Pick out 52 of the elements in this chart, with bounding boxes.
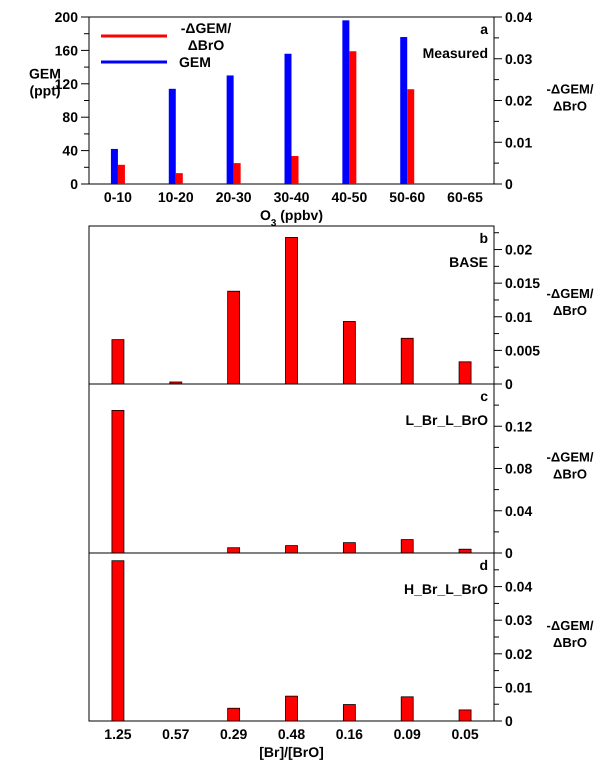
y-tick-label: 0.01	[505, 308, 532, 325]
bar	[284, 54, 292, 184]
y-tick-label: 40	[62, 142, 78, 159]
y2-axis-title: -ΔGEM/ΔBrO	[546, 82, 594, 114]
x-tick-label: 0.29	[220, 726, 248, 742]
y2-tick-label: 0.12	[505, 418, 532, 434]
y-tick-label: 0	[505, 376, 513, 392]
bar	[226, 75, 234, 184]
x-tick-label: 1.25	[104, 726, 132, 742]
y2-tick-label: 0.04	[505, 9, 532, 25]
annotation: d	[479, 557, 488, 573]
annotation: H_Br_L_BrO	[404, 581, 488, 597]
y-tick-label: 0.005	[505, 342, 540, 358]
annotation: BASE	[449, 254, 488, 270]
y-axis-title: -ΔGEM/ΔBrO	[546, 286, 594, 318]
annotation: b	[479, 230, 488, 246]
y-tick-label: 0.02	[505, 242, 532, 258]
y2-tick-label: 0.04	[505, 502, 532, 519]
x-tick-label: 0.09	[394, 726, 422, 742]
y-tick-label: 0	[70, 176, 78, 192]
x-tick-label: 50-60	[389, 189, 426, 205]
legend-label: GEM	[179, 54, 211, 70]
y-tick-label: 80	[62, 109, 78, 126]
x-tick-label: 0-10	[104, 189, 132, 205]
y2-tick-label: 0.03	[505, 612, 532, 628]
x-axis-title: [Br]/[BrO]	[259, 744, 324, 760]
x-tick-label: 30-40	[274, 189, 310, 205]
y2-tick-label: 0.03	[505, 50, 532, 67]
annotation: Measured	[422, 45, 488, 61]
legend-label: -ΔGEM/ΔBrO	[180, 20, 232, 53]
annotation: a	[480, 21, 488, 37]
y-tick-label: 160	[54, 42, 78, 58]
y-tick-label: 200	[54, 9, 78, 25]
bar	[176, 173, 183, 184]
y-tick-label: 0.015	[505, 275, 540, 292]
x-tick-label: 10-20	[158, 189, 194, 205]
y2-axis-title: -ΔGEM/ΔBrO	[546, 618, 594, 650]
annotation: L_Br_L_BrO	[406, 412, 488, 428]
x-tick-label: 20-30	[216, 189, 252, 205]
x-tick-label: 0.57	[162, 726, 190, 742]
x-tick-label: 0.48	[278, 726, 306, 742]
y2-tick-label: 0.04	[505, 578, 532, 595]
bar	[168, 88, 176, 184]
x-tick-label: 60-65	[447, 189, 484, 205]
x-tick-label: 40-50	[331, 189, 368, 205]
x-tick-label: 0.16	[336, 726, 364, 742]
annotation: c	[480, 388, 488, 404]
y2-axis-title: -ΔGEM/ΔBrO	[546, 450, 594, 482]
bar	[292, 156, 298, 184]
x-tick-label: 0.05	[451, 726, 479, 742]
bar	[234, 163, 241, 184]
y2-tick-label: 0.08	[505, 460, 532, 476]
